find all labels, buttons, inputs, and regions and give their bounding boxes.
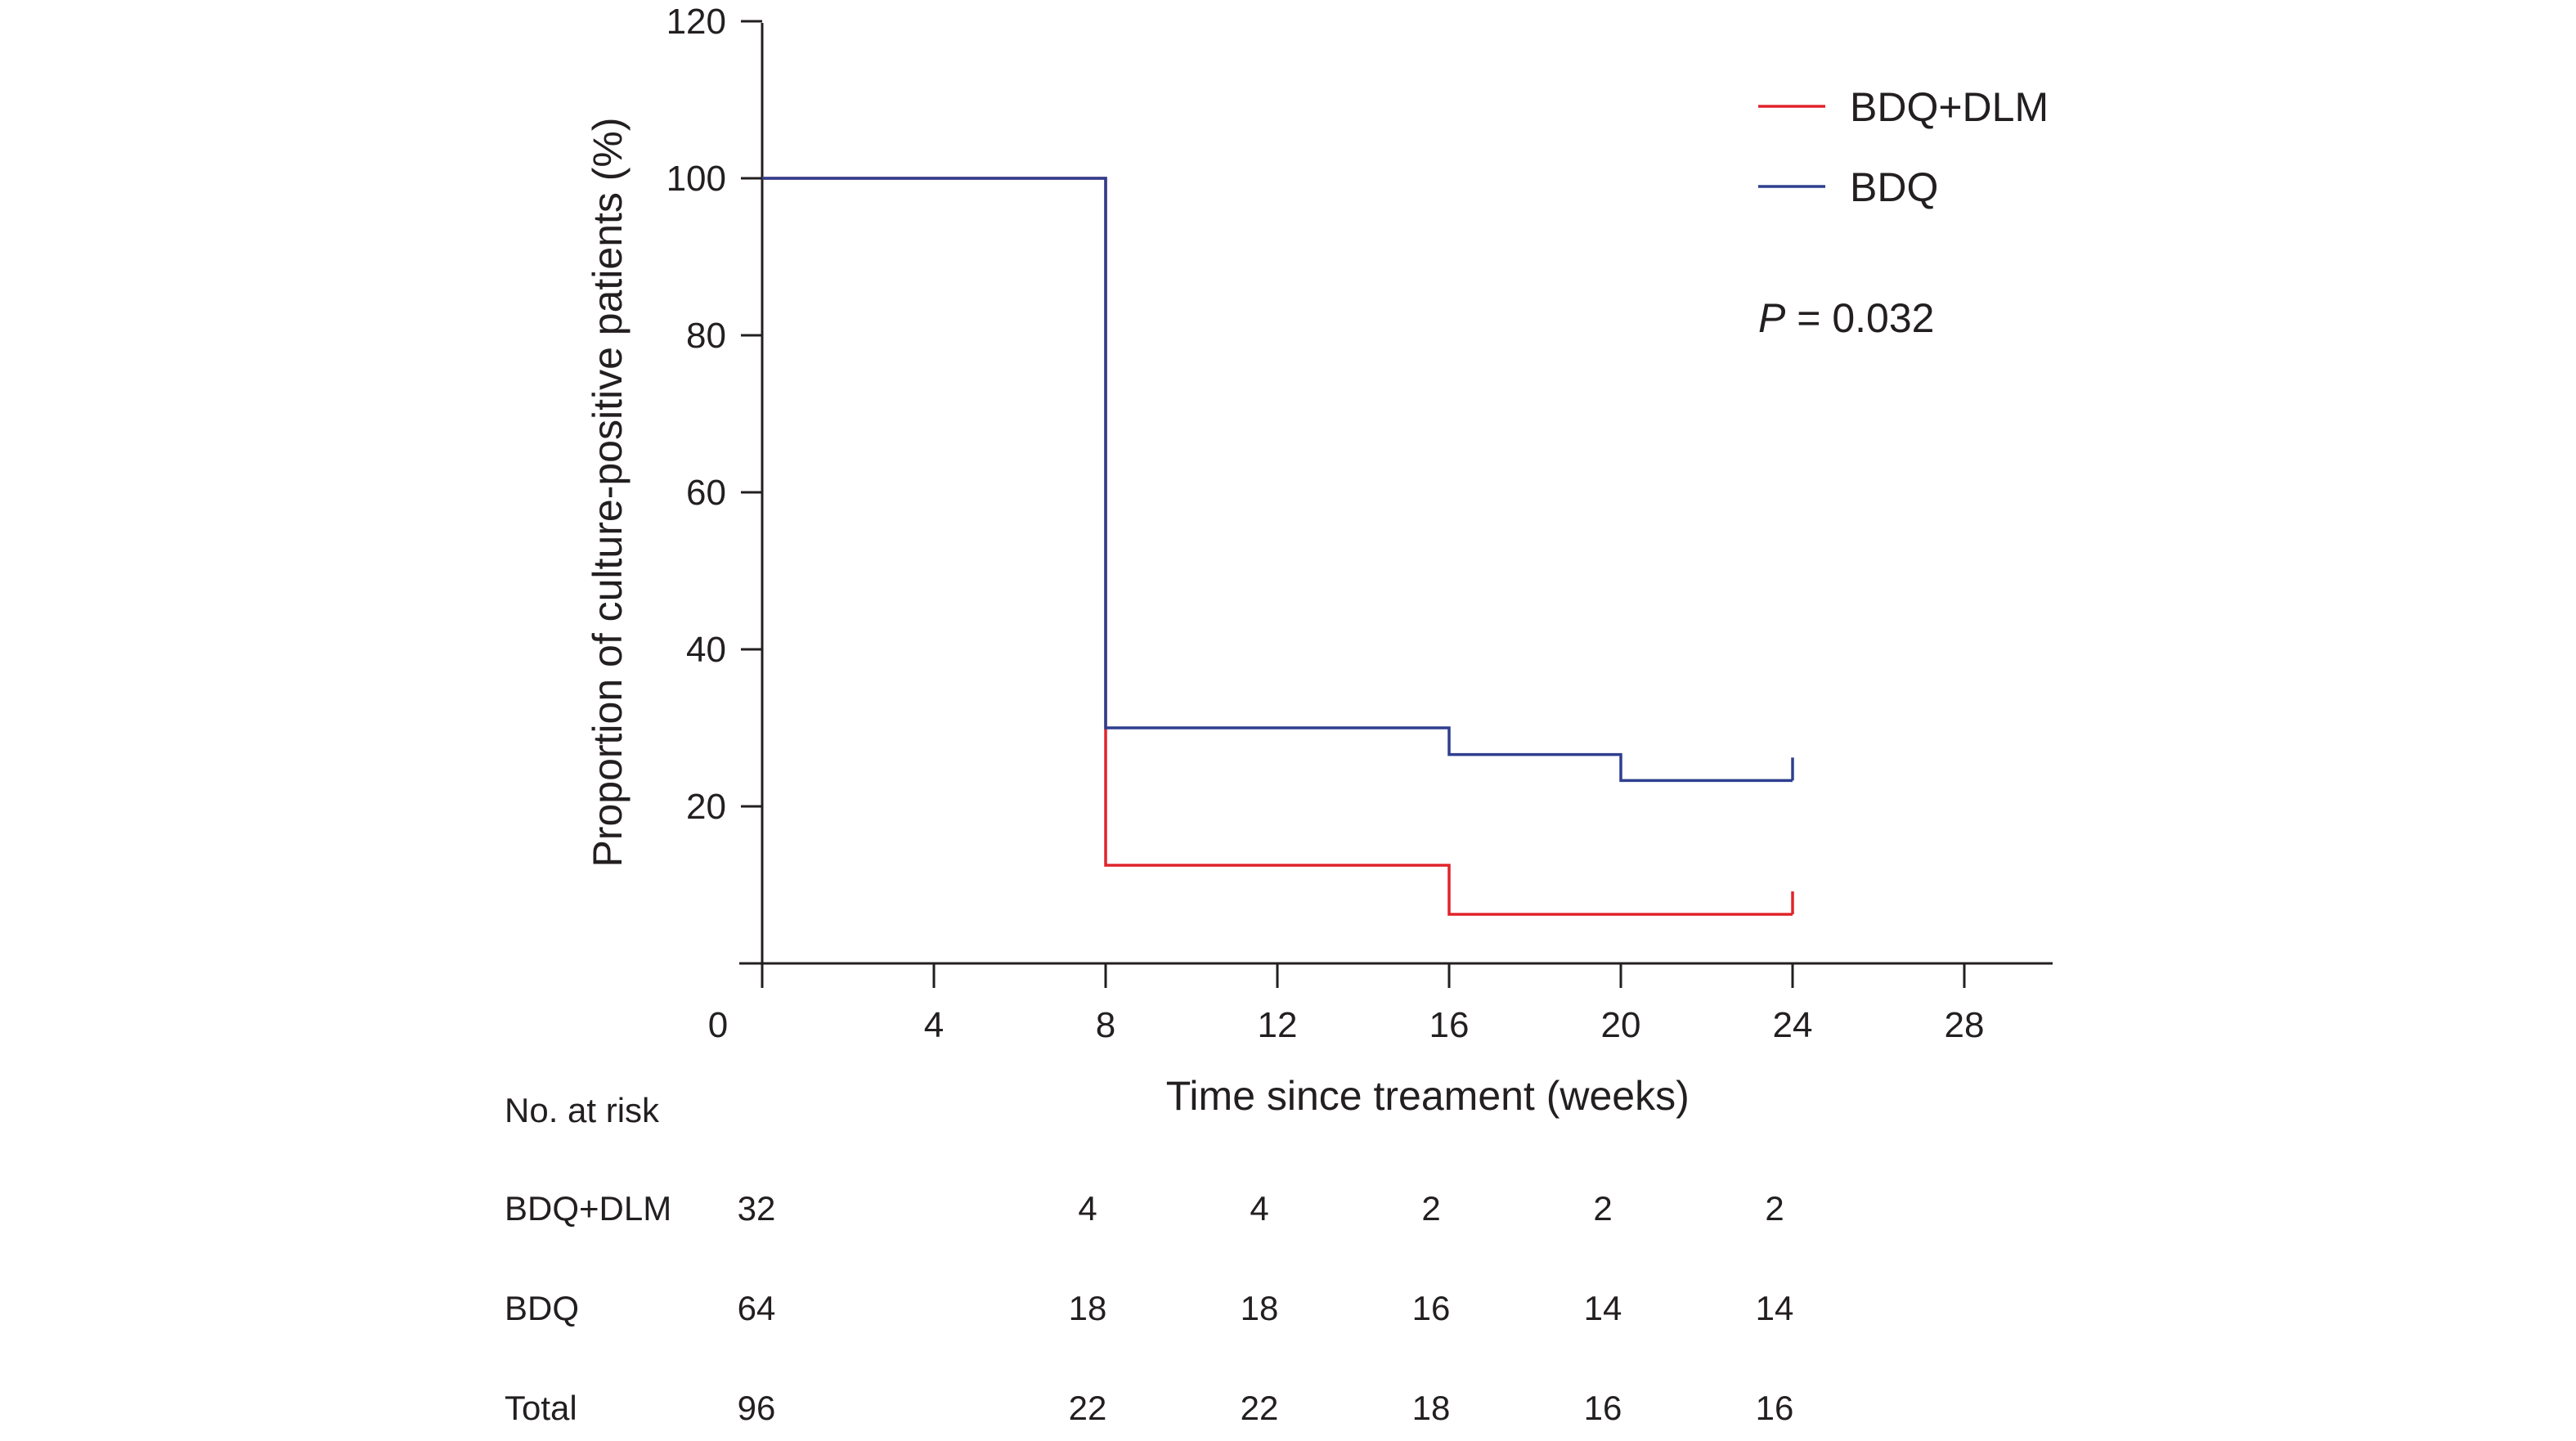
p-value-text: P = 0.032 [1758,295,1934,341]
y-tick-label: 20 [686,787,726,827]
y-tick-label: 60 [686,473,726,513]
risk-value: 16 [1412,1289,1451,1327]
risk-value: 2 [1421,1189,1440,1228]
risk-value: 2 [1765,1189,1784,1228]
chart-legend: BDQ+DLM BDQ [1758,84,2049,210]
risk-value: 14 [1584,1289,1622,1327]
legend-label: BDQ+DLM [1850,84,2049,130]
risk-value: 16 [1756,1389,1794,1427]
risk-value: 4 [1078,1189,1097,1228]
risk-value: 64 [738,1289,776,1327]
y-axis-title: Proportion of culture-positive patients … [585,117,631,867]
x-axis-title: Time since treament (weeks) [1166,1073,1690,1119]
chart-axes: 20 40 60 80 100 120 0 4 8 12 16 20 24 28 [666,2,2053,1045]
risk-value: 18 [1069,1289,1107,1327]
series-line-bdq-dlm [762,177,1793,916]
y-tick-label: 40 [686,630,726,670]
y-tick-label: 120 [666,2,726,42]
x-tick-label: 8 [1096,1005,1115,1045]
x-tick-label: 20 [1601,1005,1641,1045]
x-tick-label: 16 [1429,1005,1470,1045]
risk-value: 18 [1412,1389,1451,1427]
risk-value: 4 [1250,1189,1268,1228]
series-line-bdq [762,177,1793,783]
risk-row-label: BDQ [505,1289,579,1327]
risk-value: 32 [738,1189,776,1228]
risk-row-label: Total [505,1389,577,1427]
risk-value: 2 [1593,1189,1612,1228]
x-tick-label: 28 [1945,1005,1985,1045]
p-value-number: = 0.032 [1785,295,1934,341]
risk-value: 16 [1584,1389,1622,1427]
p-value-annotation: P = 0.032 [1758,295,1934,341]
x-tick-label: 0 [708,1005,728,1045]
risk-table-header: No. at risk [505,1091,660,1129]
risk-value: 96 [738,1389,776,1427]
x-tick-label: 12 [1258,1005,1298,1045]
risk-value: 22 [1241,1389,1279,1427]
legend-label: BDQ [1850,164,1938,210]
p-value-symbol: P [1758,295,1786,341]
chart-series [762,177,1794,916]
y-tick-label: 80 [686,316,726,356]
y-tick-label: 100 [666,159,726,199]
risk-value: 22 [1069,1389,1107,1427]
risk-row-label: BDQ+DLM [505,1189,671,1228]
chart-labels: Proportion of culture-positive patients … [585,117,1690,1119]
risk-value: 14 [1756,1289,1794,1327]
x-tick-label: 4 [924,1005,944,1045]
risk-value: 18 [1241,1289,1279,1327]
x-tick-label: 24 [1773,1005,1813,1045]
